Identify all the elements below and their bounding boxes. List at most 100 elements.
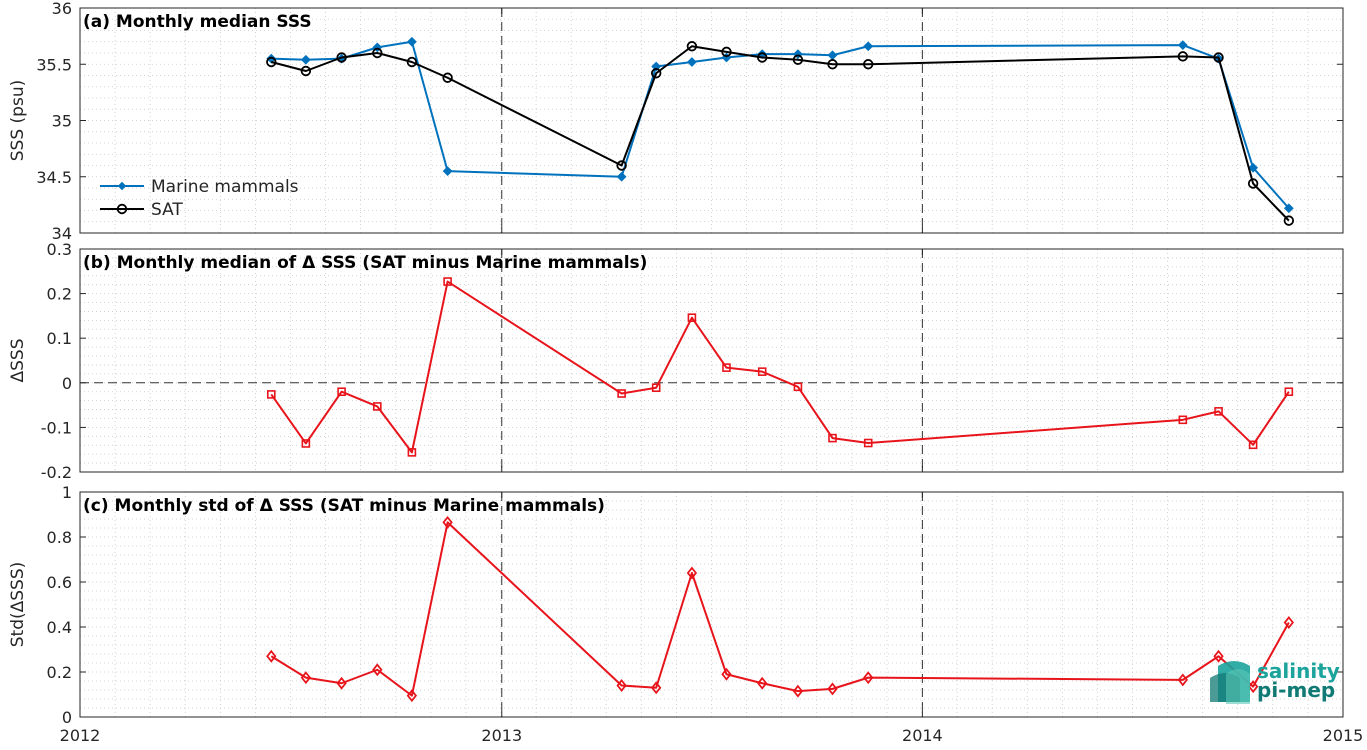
data-point — [863, 671, 874, 685]
legend-marker-marine-mammals — [117, 181, 127, 191]
x-tick-label: 2013 — [481, 726, 522, 745]
panel-title: (c) Monthly std of Δ SSS (SAT minus Mari… — [83, 496, 605, 516]
x-tick-label: 2012 — [60, 726, 101, 745]
data-point — [792, 684, 804, 698]
data-point — [1214, 407, 1223, 416]
year-boundary-lines — [501, 8, 923, 233]
plot-frame — [79, 491, 1344, 718]
data-point — [651, 681, 662, 695]
data-point — [442, 166, 453, 177]
data-point — [651, 383, 661, 393]
series-line-delta-sss — [270, 280, 1290, 454]
y-tick-label: 0.2 — [47, 663, 72, 682]
series-layer — [266, 515, 1294, 703]
data-point — [337, 387, 346, 397]
plot-frame — [79, 248, 1344, 473]
data-point — [792, 54, 804, 65]
data-point — [686, 41, 698, 52]
series-line-marine-mammals — [271, 40, 1290, 209]
y-tick-label: 0 — [62, 708, 72, 727]
legend: Marine mammals SAT — [100, 177, 299, 220]
data-point — [616, 679, 627, 692]
x-ticks: 2012 2013 2014 2015 — [60, 492, 1364, 745]
y-tick-label: 0.1 — [47, 329, 72, 348]
y-tick-label: 36 — [52, 0, 72, 18]
data-point — [1177, 51, 1189, 62]
y-tick-label: 0.8 — [47, 528, 72, 547]
data-point — [1178, 415, 1188, 425]
y-tick-label: 0 — [62, 374, 72, 393]
data-point — [722, 363, 731, 372]
data-point — [406, 689, 418, 703]
data-point — [1177, 673, 1188, 687]
data-point — [617, 389, 626, 398]
logo-wave-icon — [1210, 661, 1250, 704]
data-point — [827, 59, 838, 70]
data-point — [336, 676, 347, 690]
legend-label-sat: SAT — [151, 200, 183, 220]
legend-marker-sat — [116, 203, 128, 215]
y-axis-label: SSS (psu) — [8, 80, 28, 161]
data-point — [1213, 649, 1224, 663]
x-tick-label: 2014 — [902, 726, 943, 745]
data-point — [721, 46, 732, 58]
y-tick-label: 0.3 — [47, 240, 72, 259]
logo-text-pi-mep: pi-mep — [1257, 678, 1335, 702]
data-point — [372, 47, 383, 59]
y-axis-label: Std(ΔSSS) — [8, 562, 28, 648]
data-point — [406, 56, 418, 68]
data-point — [442, 515, 453, 529]
data-point — [406, 36, 417, 47]
data-point — [687, 313, 697, 322]
data-point — [300, 65, 312, 77]
data-point — [1213, 52, 1224, 63]
series-line-delta-sss — [270, 521, 1290, 697]
y-tick-label: 1 — [62, 483, 72, 502]
y-tick-label: 0.6 — [47, 573, 72, 592]
data-point — [863, 59, 874, 70]
data-point — [372, 663, 383, 677]
data-point — [1177, 40, 1188, 51]
data-point — [1248, 440, 1258, 450]
y-tick-label: 35.5 — [36, 55, 72, 74]
data-point — [757, 367, 767, 376]
data-point — [687, 57, 697, 67]
panel-title: (a) Monthly median SSS — [83, 12, 312, 32]
data-point — [863, 438, 873, 448]
plot-area — [80, 249, 1343, 472]
data-point — [1283, 203, 1294, 214]
logo-text-salinity: salinity — [1257, 659, 1340, 683]
data-point — [407, 448, 417, 457]
data-point — [1284, 387, 1294, 397]
data-point — [1283, 616, 1294, 629]
grid-lines — [80, 492, 1343, 717]
data-point — [757, 676, 768, 690]
data-point — [616, 171, 627, 182]
data-point — [300, 671, 312, 685]
data-point — [793, 382, 803, 392]
x-tick-label: 2015 — [1323, 726, 1364, 745]
y-ticks: 0 0.2 0.4 0.6 0.8 1 — [47, 483, 1343, 727]
panel-monthly-median-delta-sss: -0.2 -0.1 0 0.1 0.2 0.3 ΔSSS (b) Monthly medi… — [8, 240, 1344, 482]
y-tick-label: -0.1 — [41, 418, 72, 437]
data-point — [266, 390, 276, 399]
logo-wave-shape — [1226, 669, 1250, 704]
data-point — [1248, 162, 1259, 173]
series-layer — [266, 277, 1294, 457]
data-point — [863, 41, 874, 52]
data-point — [616, 160, 627, 171]
y-axis-label: ΔSSS — [8, 338, 28, 382]
data-point — [442, 72, 453, 83]
data-point — [336, 52, 347, 63]
year-boundary-lines — [501, 492, 923, 717]
panel-monthly-median-sss: 34 34.5 35 35.5 36 SSS (psu) (a) Monthly med… — [8, 0, 1344, 243]
y-tick-label: 34 — [52, 224, 72, 243]
y-tick-label: 35 — [52, 112, 72, 131]
y-tick-label: 0.2 — [47, 285, 72, 304]
data-point — [373, 402, 382, 411]
y-tick-label: -0.2 — [41, 463, 72, 482]
year-boundary-lines — [501, 249, 923, 472]
data-point — [1247, 680, 1259, 694]
panel-monthly-std-delta-sss: 0 0.2 0.4 0.6 0.8 1 2012 2013 2014 2015 Std(ΔSSS… — [8, 483, 1363, 745]
